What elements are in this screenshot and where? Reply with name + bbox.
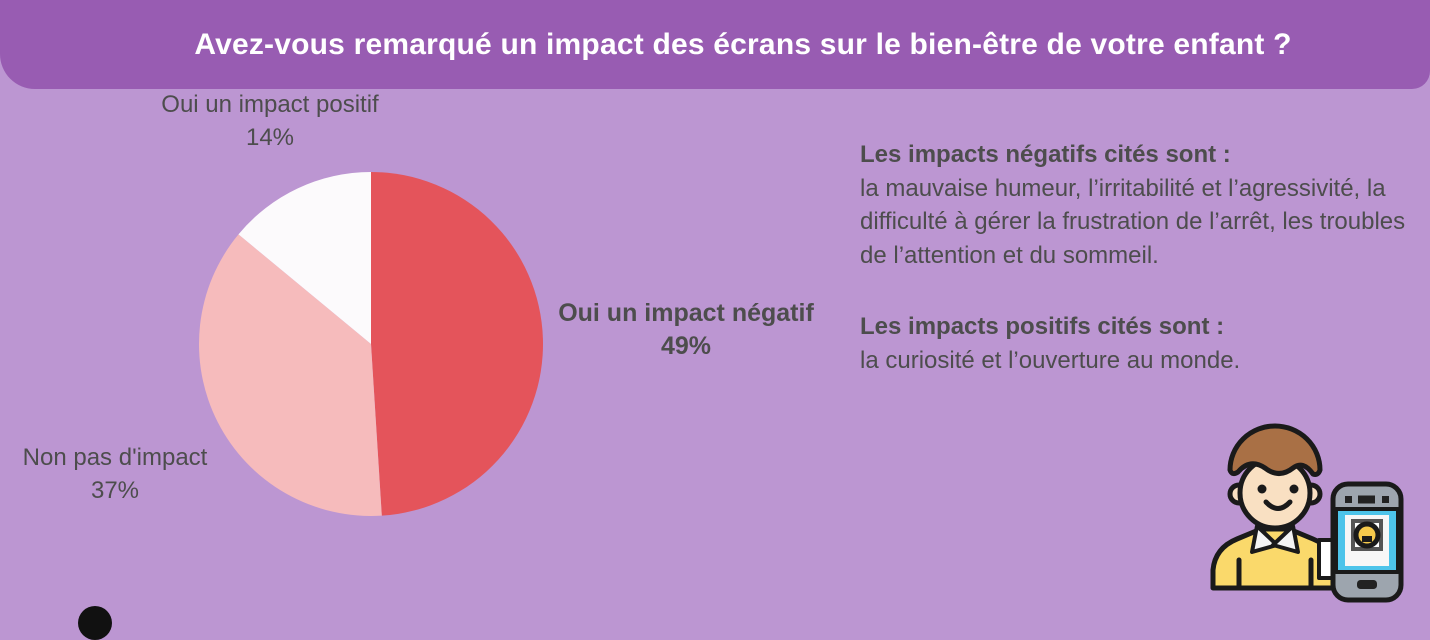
- pie-slice-2: [238, 172, 371, 344]
- pie-label-no-impact-pct: 37%: [90, 477, 140, 504]
- person-icon: [1210, 423, 1404, 603]
- negative-impacts-heading: Les impacts négatifs cités sont :: [860, 141, 1231, 168]
- pie-slice-0: [371, 172, 543, 516]
- cropped-icon-peek: [78, 606, 112, 640]
- man-with-smartphone-illustration: [1205, 408, 1425, 608]
- page-title: Avez-vous remarqué un impact des écrans …: [194, 27, 1292, 61]
- pie-label-positive-pct: 14%: [245, 124, 295, 151]
- pie-label-no-impact: Non pas d'impact 37%: [0, 441, 230, 507]
- smartphone-icon: [1330, 481, 1404, 603]
- pie-label-no-impact-text: Non pas d'impact: [22, 444, 208, 471]
- pie-chart-svg: [199, 172, 543, 516]
- positive-impacts-body: la curiosité et l’ouverture au monde.: [860, 346, 1241, 374]
- pie-label-negative-text: Oui un impact négatif: [558, 299, 814, 327]
- pie-label-negative: Oui un impact négatif 49%: [536, 297, 836, 363]
- pie-chart: [196, 169, 546, 519]
- question-banner: Avez-vous remarqué un impact des écrans …: [0, 0, 1430, 89]
- positive-impacts-paragraph: Les impacts positifs cités sont : la cur…: [860, 310, 1425, 377]
- pie-slice-1: [199, 234, 382, 516]
- pie-label-positive-text: Oui un impact positif: [161, 91, 379, 118]
- pie-label-negative-pct: 49%: [660, 332, 712, 360]
- negative-impacts-body: la mauvaise humeur, l’irritabilité et l’…: [860, 174, 1406, 269]
- pie-label-positive: Oui un impact positif 14%: [95, 88, 445, 154]
- positive-impacts-heading: Les impacts positifs cités sont :: [860, 313, 1225, 340]
- negative-impacts-paragraph: Les impacts négatifs cités sont : la mau…: [860, 138, 1425, 272]
- impacts-summary: Les impacts négatifs cités sont : la mau…: [860, 138, 1425, 415]
